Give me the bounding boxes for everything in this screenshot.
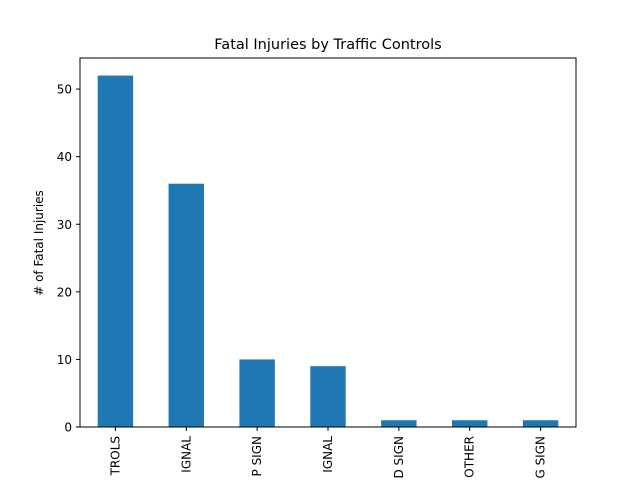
x-axis-ticks: TROLS IGNAL P SIGN IGNAL D SIGN OTHER G SIGN xyxy=(108,427,548,479)
x-tick-label: G SIGN xyxy=(534,436,548,479)
x-tick-label: IGNAL xyxy=(321,436,335,473)
bar-6 xyxy=(522,420,559,427)
bar-2 xyxy=(239,359,275,427)
y-axis-ticks: 0 10 20 30 40 50 xyxy=(57,83,80,435)
x-tick-label: D SIGN xyxy=(392,436,406,479)
bar-1 xyxy=(168,183,204,427)
x-tick-label: P SIGN xyxy=(250,436,264,476)
y-tick-label: 20 xyxy=(57,285,72,299)
x-tick-label: IGNAL xyxy=(179,436,193,473)
y-tick-label: 30 xyxy=(57,218,72,232)
y-tick-label: 0 xyxy=(64,421,72,435)
x-tick-label: OTHER xyxy=(463,436,477,478)
bar-4 xyxy=(381,420,417,427)
y-axis-label: # of Fatal Injuries xyxy=(32,190,46,296)
bars-group xyxy=(97,75,559,428)
bar-3 xyxy=(310,366,346,427)
y-tick-label: 10 xyxy=(57,353,72,367)
bar-0 xyxy=(97,75,134,428)
plot-frame xyxy=(79,57,577,428)
chart-title: Fatal Injuries by Traffic Controls xyxy=(214,37,441,53)
y-tick-label: 50 xyxy=(57,83,72,97)
x-tick-label: TROLS xyxy=(108,436,122,476)
bar-5 xyxy=(452,420,488,427)
y-tick-label: 40 xyxy=(57,150,72,164)
